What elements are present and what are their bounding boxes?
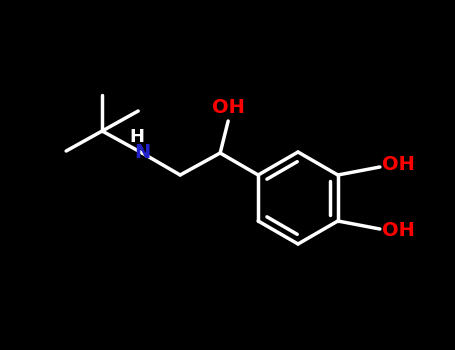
Text: N: N [134,144,150,162]
Text: OH: OH [212,98,245,117]
Text: OH: OH [382,155,415,175]
Text: H: H [130,128,145,146]
Text: OH: OH [382,222,415,240]
